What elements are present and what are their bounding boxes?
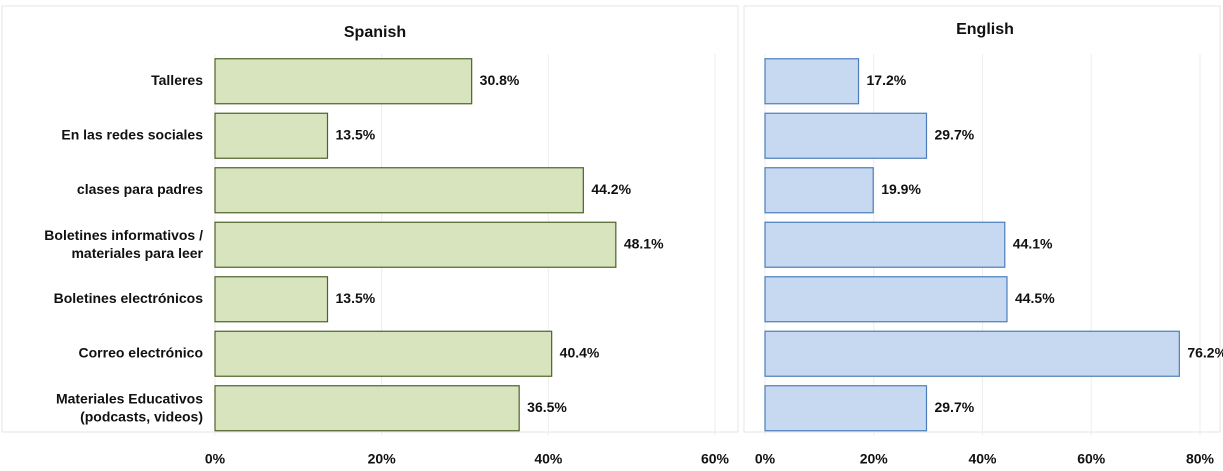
bar <box>764 58 860 105</box>
data-label: 36.5% <box>527 399 567 415</box>
data-label: 29.7% <box>934 399 974 415</box>
data-label: 29.7% <box>934 126 974 142</box>
panel-border <box>1 5 739 433</box>
chart-title: English <box>956 21 1014 38</box>
bar <box>214 330 553 377</box>
data-label: 17.2% <box>867 72 907 88</box>
data-label: 44.1% <box>1013 235 1053 251</box>
x-tick-label: 60% <box>701 451 730 467</box>
data-label: 44.5% <box>1015 290 1055 306</box>
y-tick-label: Talleres <box>151 72 203 88</box>
x-tick-label: 80% <box>1186 451 1215 467</box>
data-label: 13.5% <box>336 126 376 142</box>
y-tick-label: clases para padres <box>77 181 203 197</box>
bar <box>764 167 874 214</box>
x-tick-label: 40% <box>968 451 997 467</box>
x-tick-label: 20% <box>368 451 397 467</box>
y-tick-label: En las redes sociales <box>61 126 203 142</box>
bar <box>214 167 584 214</box>
data-label: 76.2% <box>1187 344 1223 360</box>
data-label: 48.1% <box>624 235 664 251</box>
data-label: 44.2% <box>591 181 631 197</box>
bar <box>764 330 1180 377</box>
bar <box>764 276 1008 323</box>
x-tick-label: 60% <box>1077 451 1106 467</box>
bar <box>764 221 1006 268</box>
bar <box>764 385 928 432</box>
bar <box>214 276 329 323</box>
y-tick-label: Boletines informativos / materiales para … <box>44 226 203 260</box>
data-label: 30.8% <box>480 72 520 88</box>
chart-title: Spanish <box>344 24 406 41</box>
bar <box>764 112 928 159</box>
x-tick-label: 0% <box>755 451 776 467</box>
x-tick-label: 40% <box>534 451 563 467</box>
bar <box>214 58 473 105</box>
y-tick-label: Materiales Educativos (podcasts, videos) <box>56 390 203 424</box>
bar <box>214 385 520 432</box>
data-label: 19.9% <box>881 181 921 197</box>
x-tick-label: 20% <box>860 451 889 467</box>
y-tick-label: Boletines electrónicos <box>54 290 204 306</box>
bar <box>214 221 617 268</box>
bar <box>214 112 329 159</box>
data-label: 13.5% <box>336 290 376 306</box>
y-tick-label: Correo electrónico <box>79 344 203 360</box>
x-tick-label: 0% <box>205 451 226 467</box>
data-label: 40.4% <box>560 344 600 360</box>
